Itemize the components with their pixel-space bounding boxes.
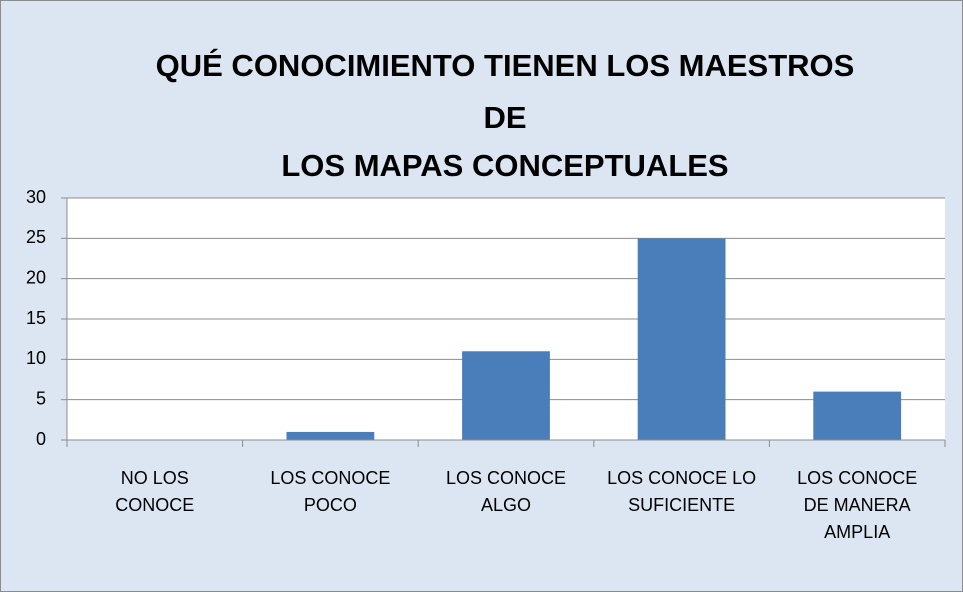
x-tick-label: LOS CONOCE ALGO (445, 468, 567, 515)
chart-title: LOS MAPAS CONCEPTUALES (281, 148, 728, 183)
y-tick-label: 5 (36, 388, 46, 408)
bar (462, 351, 550, 440)
y-tick-label: 25 (26, 227, 46, 247)
y-tick-label: 10 (26, 348, 46, 368)
y-tick-label: 30 (26, 187, 46, 207)
chart-title: QUÉ CONOCIMIENTO TIENEN LOS MAESTROS (156, 48, 855, 83)
x-tick-label: NO LOS CONOCE (115, 468, 195, 515)
bar (813, 391, 902, 440)
x-tick-label: LOS CONOCE POCO (270, 468, 391, 515)
x-tick-label: LOS CONOCE DE MANERA AMPLIA (797, 468, 918, 542)
y-tick-label: 0 (36, 429, 46, 449)
x-tick-label: LOS CONOCE LO SUFICIENTE (607, 468, 757, 515)
bar (637, 238, 726, 440)
chart-title: DE (483, 100, 526, 135)
bar (286, 431, 375, 440)
y-tick-label: 20 (26, 267, 46, 287)
y-tick-label: 15 (26, 308, 46, 328)
